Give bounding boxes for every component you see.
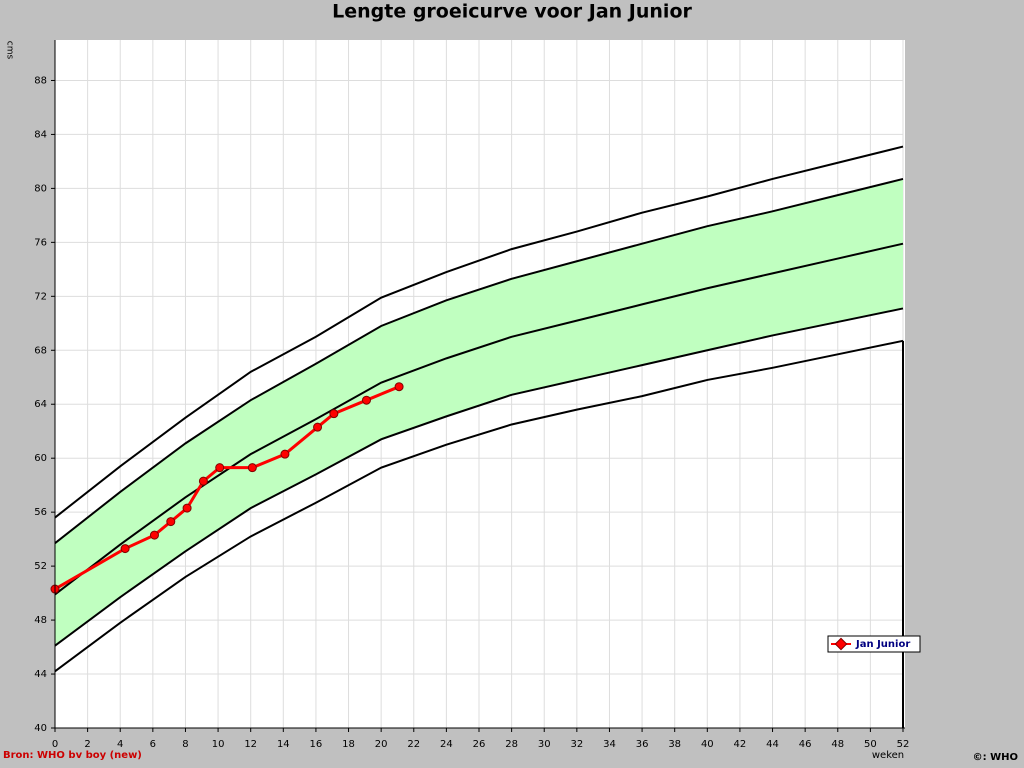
data-point xyxy=(247,463,257,473)
x-tick-label: 38 xyxy=(668,739,681,750)
chart-title: Lengte groeicurve voor Jan Junior xyxy=(332,1,692,23)
y-tick-label: 72 xyxy=(34,291,47,302)
x-tick-label: 2 xyxy=(84,739,90,750)
x-tick-label: 24 xyxy=(440,739,453,750)
y-tick-label: 56 xyxy=(34,507,47,518)
reference-curve xyxy=(54,307,904,647)
y-tick-label: 60 xyxy=(34,453,47,464)
x-tick-label: 6 xyxy=(150,739,156,750)
data-point xyxy=(215,463,225,473)
legend-marker xyxy=(834,637,848,651)
x-axis-label: weken xyxy=(872,750,904,761)
y-tick-label: 88 xyxy=(34,75,47,86)
reference-curve xyxy=(54,177,904,544)
x-tick-label: 28 xyxy=(505,739,518,750)
x-tick-label: 40 xyxy=(701,739,714,750)
x-tick-label: 34 xyxy=(603,739,616,750)
y-tick-label: 80 xyxy=(34,183,47,194)
x-tick-label: 12 xyxy=(244,739,257,750)
x-tick-label: 0 xyxy=(52,739,58,750)
y-tick-label: 52 xyxy=(34,561,47,572)
y-tick-label: 40 xyxy=(34,723,47,734)
x-tick-label: 26 xyxy=(473,739,486,750)
legend-box xyxy=(827,635,921,653)
y-axis-label: cms xyxy=(5,41,15,60)
data-point xyxy=(149,530,159,540)
data-point xyxy=(394,382,404,392)
x-tick-label: 36 xyxy=(636,739,649,750)
data-point xyxy=(198,476,208,486)
x-tick-label: 18 xyxy=(342,739,355,750)
legend-label: Jan Junior xyxy=(855,639,910,650)
x-tick-label: 50 xyxy=(864,739,877,750)
y-tick-label: 48 xyxy=(34,615,47,626)
y-tick-label: 64 xyxy=(34,399,47,410)
x-tick-label: 20 xyxy=(375,739,388,750)
x-tick-label: 16 xyxy=(310,739,323,750)
x-tick-label: 44 xyxy=(766,739,779,750)
x-tick-label: 32 xyxy=(570,739,583,750)
marks xyxy=(50,145,904,728)
reference-curve xyxy=(54,339,904,673)
x-tick-label: 10 xyxy=(212,739,225,750)
copyright-note: ©: WHO xyxy=(973,752,1018,763)
y-tick-label: 44 xyxy=(34,669,47,680)
reference-band xyxy=(55,178,903,646)
x-tick-label: 46 xyxy=(799,739,812,750)
data-point xyxy=(166,517,176,527)
x-tick-label: 30 xyxy=(538,739,551,750)
y-tick-label: 68 xyxy=(34,345,47,356)
y-tick-label: 84 xyxy=(34,129,47,140)
x-tick-label: 22 xyxy=(407,739,420,750)
x-tick-label: 52 xyxy=(897,739,910,750)
reference-curve xyxy=(54,145,904,519)
source-note: Bron: WHO bv boy (new) xyxy=(3,750,142,761)
x-tick-label: 14 xyxy=(277,739,290,750)
legend: Jan Junior xyxy=(827,635,921,653)
data-point xyxy=(313,422,323,432)
y-tick-label: 76 xyxy=(34,237,47,248)
x-tick-label: 4 xyxy=(117,739,123,750)
x-tick-label: 42 xyxy=(734,739,747,750)
data-point xyxy=(329,409,339,419)
data-point xyxy=(120,544,130,554)
data-point xyxy=(280,449,290,459)
data-point xyxy=(182,503,192,513)
data-point xyxy=(361,395,371,405)
x-tick-label: 48 xyxy=(831,739,844,750)
x-tick-label: 8 xyxy=(182,739,188,750)
